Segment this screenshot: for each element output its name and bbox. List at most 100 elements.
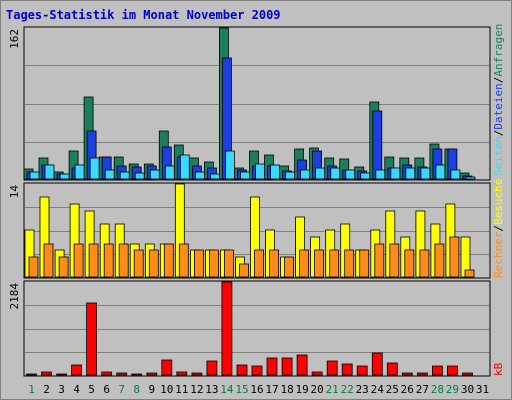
bar-rechner-day-27 bbox=[419, 249, 430, 278]
bar-seiten-day-23 bbox=[360, 172, 371, 180]
bar-kb-day-24 bbox=[371, 352, 383, 376]
bar-rechner-day-29 bbox=[449, 236, 460, 278]
day-label-27: 27 bbox=[416, 383, 429, 396]
bar-seiten-day-21 bbox=[330, 167, 341, 180]
bar-seiten-day-17 bbox=[270, 164, 280, 180]
bar-kb-day-2 bbox=[41, 371, 52, 376]
bar-kb-day-1 bbox=[26, 373, 37, 376]
day-label-31: 31 bbox=[476, 383, 489, 396]
bar-kb-day-11 bbox=[176, 371, 188, 376]
bar-rechner-day-30 bbox=[464, 269, 475, 278]
bar-kb-day-17 bbox=[266, 357, 278, 376]
day-label-4: 4 bbox=[73, 383, 80, 396]
bar-rechner-day-19 bbox=[299, 249, 310, 278]
day-label-12: 12 bbox=[190, 383, 203, 396]
bar-seiten-day-4 bbox=[74, 164, 85, 180]
bar-kb-day-6 bbox=[101, 371, 113, 376]
bar-seiten-day-29 bbox=[450, 169, 461, 180]
bar-seiten-day-25 bbox=[390, 167, 401, 180]
bar-seiten-day-18 bbox=[285, 171, 296, 180]
bar-seiten-day-15 bbox=[240, 171, 250, 180]
bar-kb-day-13 bbox=[206, 360, 218, 376]
bar-kb-day-8 bbox=[131, 373, 143, 376]
bar-seiten-day-7 bbox=[119, 171, 130, 180]
bar-kb-day-29 bbox=[446, 365, 458, 376]
bar-kb-day-19 bbox=[296, 354, 308, 376]
bar-rechner-day-20 bbox=[314, 249, 325, 278]
day-label-18: 18 bbox=[280, 383, 293, 396]
day-label-11: 11 bbox=[175, 383, 188, 396]
bar-kb-day-30 bbox=[462, 372, 473, 376]
bar-seiten-day-6 bbox=[104, 169, 115, 180]
bar-kb-day-18 bbox=[281, 357, 293, 376]
bar-seiten-day-9 bbox=[149, 169, 160, 180]
bar-kb-day-25 bbox=[386, 362, 398, 376]
day-label-13: 13 bbox=[205, 383, 218, 396]
day-label-20: 20 bbox=[310, 383, 323, 396]
day-label-5: 5 bbox=[88, 383, 95, 396]
bar-kb-day-9 bbox=[146, 372, 158, 376]
day-label-1: 1 bbox=[28, 383, 35, 396]
day-label-10: 10 bbox=[160, 383, 173, 396]
day-label-14: 14 bbox=[220, 383, 234, 396]
bar-kb-day-21 bbox=[326, 360, 338, 376]
bar-dateien-day-24 bbox=[372, 110, 383, 180]
bar-rechner-day-5 bbox=[88, 243, 99, 278]
bar-rechner-day-8 bbox=[133, 249, 144, 278]
bar-seiten-day-8 bbox=[134, 172, 145, 180]
bar-kb-day-5 bbox=[86, 302, 97, 376]
panel-3-max-label: 2184 bbox=[8, 283, 21, 310]
day-label-30: 30 bbox=[461, 383, 474, 396]
bar-rechner-day-25 bbox=[389, 243, 400, 278]
bar-seiten-day-22 bbox=[345, 169, 356, 180]
bar-seiten-day-13 bbox=[209, 173, 220, 180]
bar-kb-day-20 bbox=[311, 371, 323, 376]
day-label-24: 24 bbox=[371, 383, 385, 396]
bar-seiten-day-28 bbox=[435, 164, 446, 180]
day-label-21: 21 bbox=[326, 383, 339, 396]
bar-rechner-day-16 bbox=[254, 249, 264, 278]
bar-rechner-day-21 bbox=[329, 249, 340, 278]
day-label-16: 16 bbox=[250, 383, 263, 396]
day-label-19: 19 bbox=[295, 383, 308, 396]
bar-rechner-day-13 bbox=[208, 249, 219, 278]
bar-rechner-day-6 bbox=[103, 243, 114, 278]
bar-seiten-day-3 bbox=[59, 173, 70, 180]
day-label-23: 23 bbox=[356, 383, 369, 396]
legend-bottom: kB bbox=[492, 362, 505, 376]
bar-rechner-day-4 bbox=[73, 243, 84, 278]
bar-rechner-day-28 bbox=[434, 243, 445, 278]
bar-rechner-day-17 bbox=[269, 249, 279, 278]
bar-rechner-day-12 bbox=[193, 249, 204, 278]
day-label-8: 8 bbox=[133, 383, 140, 396]
bar-seiten-day-1 bbox=[29, 171, 40, 180]
bar-rechner-day-15 bbox=[239, 263, 249, 278]
bar-rechner-day-3 bbox=[58, 256, 69, 278]
bar-kb-day-28 bbox=[431, 365, 443, 376]
bar-rechner-day-1 bbox=[28, 256, 39, 278]
bar-seiten-day-2 bbox=[44, 164, 55, 180]
chart-title: Tages-Statistik im Monat November 2009 bbox=[6, 8, 281, 22]
day-label-17: 17 bbox=[265, 383, 278, 396]
panel-2-max-label: 14 bbox=[8, 185, 21, 199]
bar-rechner-day-24 bbox=[374, 243, 385, 278]
bar-kb-day-4 bbox=[71, 364, 82, 376]
bar-seiten-day-5 bbox=[89, 157, 100, 180]
bar-kb-day-15 bbox=[236, 364, 248, 376]
bar-seiten-day-19 bbox=[300, 169, 311, 180]
day-label-6: 6 bbox=[103, 383, 110, 396]
day-label-29: 29 bbox=[446, 383, 459, 396]
bar-kb-day-27 bbox=[416, 372, 428, 376]
bar-seiten-day-30 bbox=[465, 176, 476, 180]
day-label-2: 2 bbox=[43, 383, 50, 396]
bar-kb-day-12 bbox=[191, 372, 203, 376]
bar-seiten-day-12 bbox=[194, 171, 205, 180]
bar-seiten-day-16 bbox=[255, 163, 265, 180]
day-label-9: 9 bbox=[148, 383, 155, 396]
bar-seiten-day-11 bbox=[179, 154, 190, 180]
bar-rechner-day-18 bbox=[284, 256, 295, 278]
bar-seiten-day-10 bbox=[164, 165, 175, 180]
legend-middle: Rechner/Besuche bbox=[492, 179, 505, 278]
bar-kb-day-16 bbox=[251, 365, 263, 376]
